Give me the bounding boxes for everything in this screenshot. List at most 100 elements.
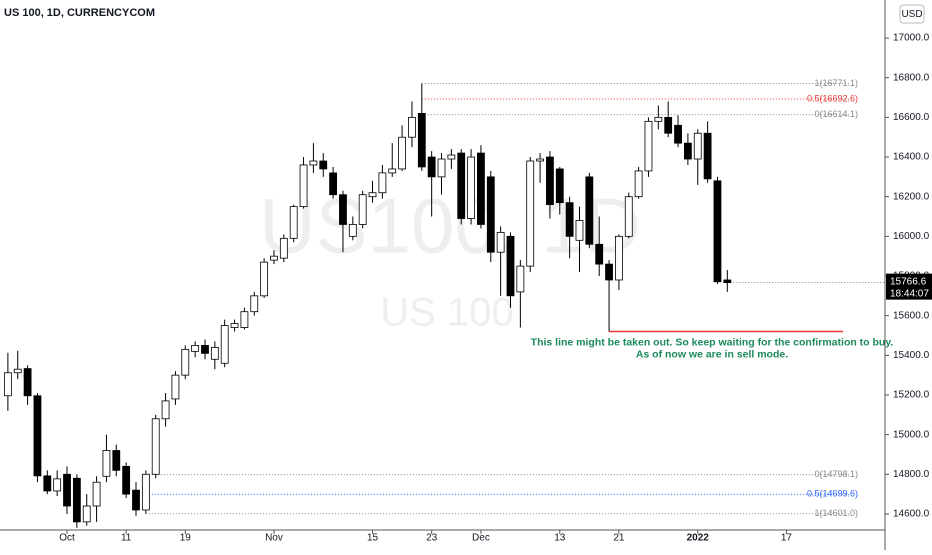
y-tick-label: 15400.0	[893, 350, 930, 361]
candle-body	[565, 202, 574, 237]
x-tick-label: 23	[426, 533, 438, 544]
candle-body	[141, 473, 150, 511]
candle-body	[201, 345, 209, 354]
y-tick-label: 15600.0	[893, 310, 930, 321]
annotation: This line might be taken out. So keep wa…	[531, 336, 894, 348]
candle-body	[230, 323, 239, 328]
candle-body	[122, 465, 131, 495]
candle-body	[43, 475, 52, 492]
candle-body	[279, 237, 288, 259]
watermark-main: US100, 1D	[259, 182, 641, 270]
candle-body	[329, 172, 338, 196]
candle-body	[388, 168, 397, 174]
candle-body	[516, 265, 525, 293]
candle-body	[378, 172, 387, 194]
candle-body	[299, 164, 308, 208]
x-tick-label: 2022	[687, 533, 710, 544]
candle-body	[250, 295, 259, 313]
candle-body	[624, 196, 633, 237]
candle-body	[575, 220, 584, 241]
candle-body	[181, 348, 190, 376]
candle-body	[585, 176, 594, 245]
candle-body	[72, 477, 81, 523]
candle-body	[339, 194, 347, 225]
candle-body	[53, 478, 62, 492]
candle-body	[358, 194, 367, 225]
candle-body	[289, 206, 298, 239]
candle-body	[161, 400, 170, 420]
x-tick-label: 19	[180, 533, 192, 544]
y-tick-label: 17000.0	[893, 33, 930, 44]
currency-box[interactable]	[899, 4, 925, 24]
currency: USD	[901, 9, 922, 20]
y-tick-label: 16600.0	[893, 112, 930, 123]
fib-label: 1(16771.1)	[814, 78, 858, 88]
candle-body	[555, 168, 564, 204]
x-tick-label: Nov	[265, 533, 283, 544]
candle-body	[437, 158, 446, 178]
candle-body	[102, 450, 111, 477]
y-tick-label: 15200.0	[893, 390, 930, 401]
countdown: 18:44:07	[890, 288, 929, 299]
candle-body	[23, 368, 32, 397]
candle-body	[664, 116, 673, 134]
candle-body	[427, 156, 436, 178]
candle-body	[615, 235, 623, 281]
candle-body	[546, 156, 554, 206]
candle-body	[536, 158, 544, 162]
x-tick-label: 15	[367, 533, 379, 544]
candle-body	[348, 224, 357, 237]
y-tick-label: 14600.0	[893, 509, 930, 520]
candle-body	[132, 489, 140, 511]
candle-body	[13, 368, 22, 374]
candle-body	[3, 372, 12, 397]
candle-body	[210, 346, 219, 360]
watermark-sub: US 100	[380, 291, 513, 335]
x-tick-label: 17	[781, 533, 793, 544]
last-price-box	[886, 273, 932, 300]
candle-body	[191, 345, 200, 352]
candle-body	[240, 311, 249, 328]
candle-body	[92, 481, 101, 507]
candle-body	[260, 261, 269, 297]
fib-label: 0(16614.1)	[814, 109, 858, 119]
candle-body	[63, 473, 71, 507]
candle-body	[693, 132, 702, 160]
candle-body	[634, 170, 643, 198]
fib-label: 0.5(14699.6)	[807, 489, 858, 499]
candle-body	[398, 136, 406, 170]
candle-body	[713, 180, 722, 283]
candle-body	[408, 116, 416, 138]
last-price: 15766.6	[890, 276, 927, 287]
x-tick-label: 21	[613, 533, 625, 544]
x-tick-label: 11	[121, 533, 132, 544]
candle-body	[477, 152, 485, 225]
fib-label: 1(14601.0)	[814, 508, 858, 518]
candle-body	[220, 325, 229, 364]
x-tick-label: Oct	[59, 533, 75, 544]
candle-body	[447, 154, 456, 160]
symbol-title: US 100, 1D, CURRENCYCOM	[4, 7, 155, 19]
candle-body	[82, 505, 91, 523]
candle-body	[605, 263, 613, 281]
candle-body	[171, 374, 180, 400]
candle-body	[506, 235, 515, 297]
candle-body	[644, 120, 653, 172]
candle-body	[270, 255, 278, 261]
candle-body	[683, 142, 692, 160]
y-tick-label: 14800.0	[893, 469, 930, 480]
candle-body	[595, 243, 604, 265]
y-tick-label: 16200.0	[893, 191, 930, 202]
candle-body	[654, 116, 663, 122]
y-tick-label: 15000.0	[893, 429, 930, 440]
x-tick-label: Dec	[472, 533, 490, 544]
candle-body	[723, 279, 732, 284]
candle-body	[526, 160, 535, 267]
candle-body	[496, 231, 505, 253]
candle-body	[112, 450, 121, 471]
fib-label: 0.5(16692.6)	[807, 93, 858, 103]
candle-body	[33, 395, 42, 477]
